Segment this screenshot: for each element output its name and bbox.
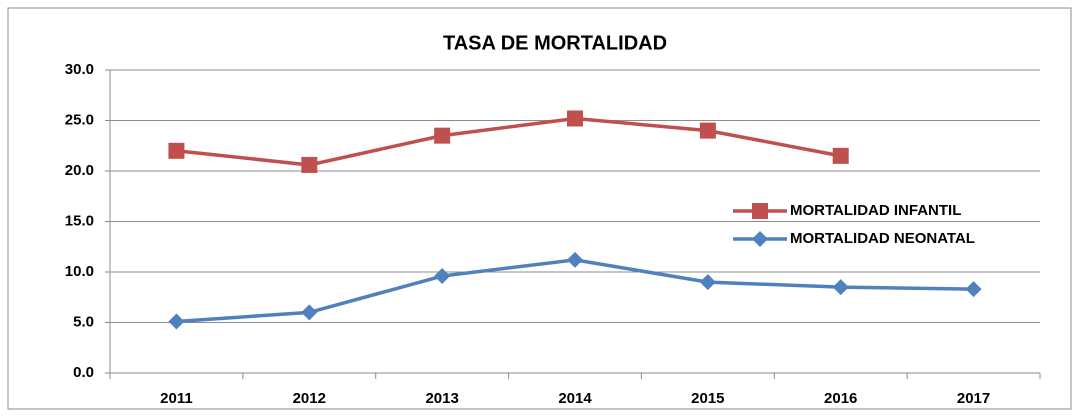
marker <box>567 251 583 268</box>
y-tick-label: 25.0 <box>65 111 94 128</box>
marker <box>434 268 451 285</box>
marker <box>832 147 849 164</box>
marker <box>567 110 583 127</box>
y-tick-label: 0.0 <box>73 364 94 381</box>
marker <box>832 279 849 296</box>
marker <box>699 122 716 139</box>
marker <box>301 304 318 321</box>
marker <box>752 203 768 219</box>
marker <box>752 231 768 247</box>
x-tick-label: 2011 <box>160 390 193 407</box>
marker <box>168 142 185 159</box>
y-tick-label: 20.0 <box>65 162 94 179</box>
x-tick-label: 2013 <box>425 390 458 407</box>
marker <box>965 281 982 298</box>
x-tick-label: 2017 <box>957 390 990 407</box>
legend-label: MORTALIDAD NEONATAL <box>790 230 975 247</box>
legend-label: MORTALIDAD INFANTIL <box>790 202 961 219</box>
x-tick-label: 2012 <box>293 390 326 407</box>
marker <box>301 156 318 173</box>
y-tick-label: 10.0 <box>65 263 94 280</box>
x-tick-label: 2014 <box>558 390 592 407</box>
y-tick-label: 30.0 <box>65 61 94 78</box>
marker <box>434 127 451 144</box>
chart-border <box>7 7 1072 410</box>
series-line <box>176 116 842 167</box>
marker <box>168 313 185 330</box>
x-tick-label: 2015 <box>691 390 724 407</box>
marker <box>699 274 716 291</box>
chart-title: TASA DE MORTALIDAD <box>443 32 667 54</box>
x-tick-label: 2016 <box>824 390 857 407</box>
y-tick-label: 5.0 <box>73 313 94 330</box>
y-tick-label: 15.0 <box>65 212 94 229</box>
